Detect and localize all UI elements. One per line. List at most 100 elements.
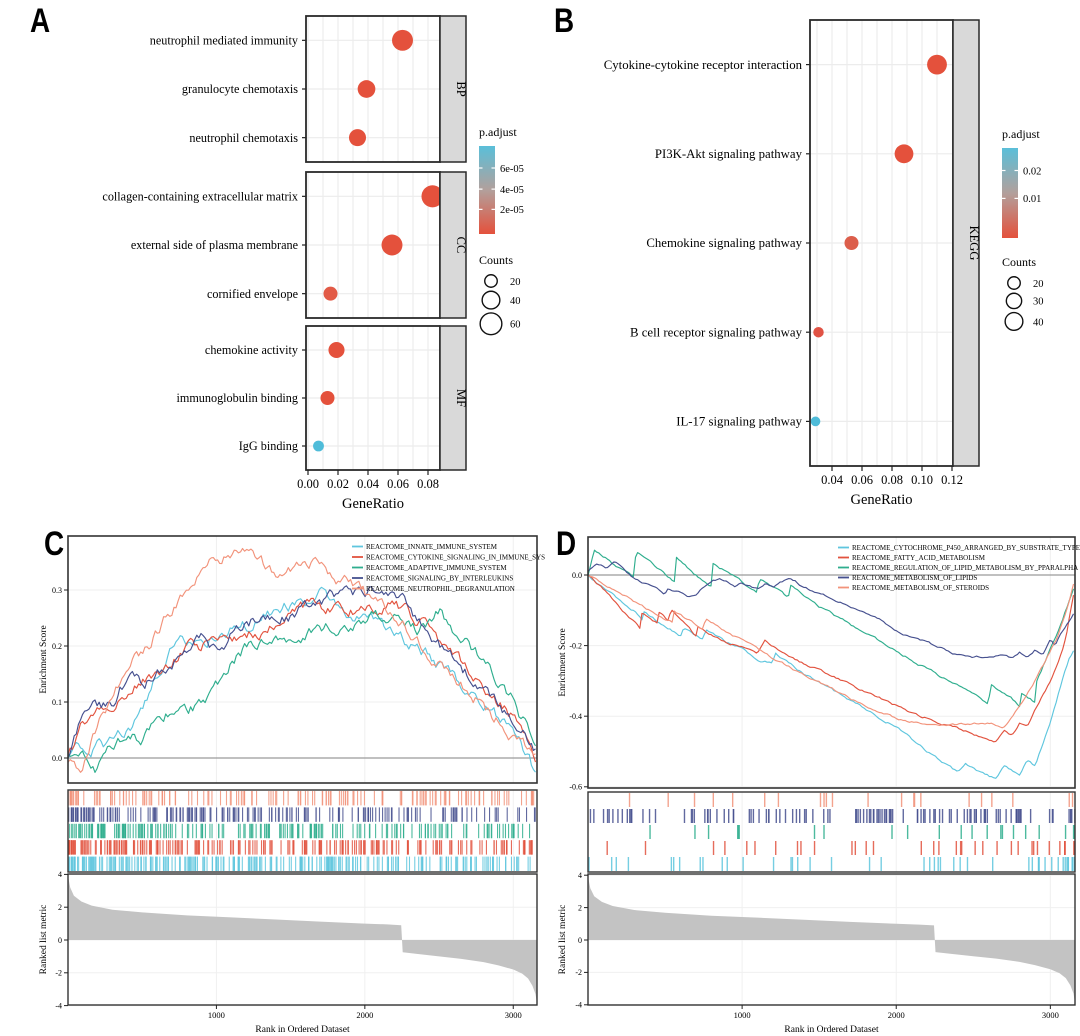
legend-series-label: REACTOME_REGULATION_OF_LIPID_METABOLISM_… <box>852 564 1078 572</box>
rank-tick-label: 4 <box>58 870 62 879</box>
term-label: B cell receptor signaling pathway <box>630 325 803 339</box>
rank-tick-label: 0 <box>58 936 62 945</box>
rank-tick-label: 2 <box>58 903 62 912</box>
rank-axis-title: Ranked list metric <box>558 905 568 975</box>
facet-strip <box>439 325 467 471</box>
term-label: collagen-containing extracellular matrix <box>102 190 298 204</box>
padjust-gradient-bar <box>479 146 495 234</box>
x-tick-label: 2000 <box>356 1010 373 1020</box>
term-label: external side of plasma membrane <box>131 238 298 252</box>
term-label: cornified envelope <box>207 287 298 301</box>
padjust-tick-label: 6e-05 <box>500 164 524 175</box>
counts-legend-value: 40 <box>510 296 521 307</box>
padjust-gradient-bar <box>1002 148 1018 238</box>
enrichment-curve <box>588 574 1075 743</box>
facet-strip-label: KEGG <box>967 226 981 261</box>
enrichment-dot <box>810 416 821 427</box>
term-label: Cytokine-cytokine receptor interaction <box>604 58 803 72</box>
rank-tick-label: -2 <box>55 969 62 978</box>
facet-strip-label: MF <box>454 389 468 407</box>
rank-tick-label: 2 <box>578 903 582 912</box>
es-panel-bg <box>588 537 1075 788</box>
ranked-metric-area <box>588 876 1075 1003</box>
x-axis-title: Rank in Ordered Dataset <box>784 1025 879 1035</box>
counts-legend-title: Counts <box>479 253 513 267</box>
rank-tick-label: -2 <box>575 968 582 977</box>
es-tick-label: 0.0 <box>572 571 582 580</box>
enrichment-dot <box>927 54 947 75</box>
enrichment-dot <box>392 29 413 51</box>
padjust-legend-title: p.adjust <box>479 125 517 139</box>
es-axis-title: Enrichment Score <box>558 628 568 696</box>
counts-legend-circle <box>1007 276 1021 290</box>
legend-series-label: REACTOME_SIGNALING_BY_INTERLEUKINS <box>366 575 513 583</box>
padjust-tick-label: 0.02 <box>1023 166 1041 177</box>
enrichment-dot <box>894 144 914 164</box>
term-label: neutrophil chemotaxis <box>189 131 298 145</box>
enrichment-dot <box>313 440 324 452</box>
counts-legend-value: 60 <box>510 320 521 331</box>
es-panel-border <box>67 535 538 784</box>
rank-axis-title: Ranked list metric <box>39 905 49 975</box>
enrichment-curve <box>68 608 537 773</box>
legend-series-label: REACTOME_NEUTROPHIL_DEGRANULATION <box>366 585 515 593</box>
es-tick-label: 0.1 <box>52 698 62 707</box>
panel-b: B Cytokine-cytokine receptor interaction… <box>540 0 1080 530</box>
enrichment-dot <box>381 234 403 256</box>
kegg-dotplot: Cytokine-cytokine receptor interaction PI… <box>604 19 1044 508</box>
enrichment-curve <box>68 547 536 773</box>
es-tick-label: 0.0 <box>52 754 62 763</box>
x-tick-label: 0.04 <box>821 473 844 487</box>
hits-panel-border <box>587 791 1076 873</box>
rank-tick-label: 0 <box>578 936 582 945</box>
legend-series-label: REACTOME_CYTOCHROME_P450_ARRANGED_BY_SUB… <box>852 544 1080 552</box>
enrichment-dot <box>844 236 859 250</box>
counts-legend-value: 20 <box>510 277 521 288</box>
rank-tick-label: -4 <box>55 1001 62 1010</box>
term-label: PI3K-Akt signaling pathway <box>655 147 803 161</box>
term-label: IL-17 signaling pathway <box>676 415 802 429</box>
enrichment-curve <box>68 586 536 773</box>
counts-legend-value: 30 <box>1033 297 1044 308</box>
x-axis-title: GeneRatio <box>850 492 912 508</box>
padjust-tick-label: 0.01 <box>1023 194 1041 205</box>
x-tick-label: 0.06 <box>387 477 409 491</box>
gsea-plot-down: 0.0 -0.2 -0.4 -0.6 Enrichment Score REACTOME_… <box>558 536 1080 1035</box>
enrichment-dot <box>320 391 335 405</box>
x-tick-label: 0.00 <box>297 477 319 491</box>
counts-legend-circle <box>1005 292 1023 310</box>
x-tick-label: 0.08 <box>417 477 439 491</box>
x-tick-label: 0.10 <box>911 473 933 487</box>
x-tick-label: 0.12 <box>941 473 963 487</box>
enrichment-dot <box>323 286 338 301</box>
facet-strip-label: CC <box>454 237 468 254</box>
x-axis-title: Rank in Ordered Dataset <box>255 1025 350 1035</box>
facet-strip <box>439 15 467 163</box>
enrichment-dot <box>813 326 824 338</box>
go-dotplot: neutrophil mediated immunity granulocyte … <box>102 15 524 512</box>
es-tick-label: -0.6 <box>569 783 582 792</box>
x-tick-label: 1000 <box>208 1010 225 1020</box>
x-tick-label: 0.06 <box>851 473 873 487</box>
facet-strip <box>952 19 980 467</box>
legend-series-label: REACTOME_ADAPTIVE_IMMUNE_SYSTEM <box>366 564 507 572</box>
x-tick-label: 2000 <box>888 1010 905 1020</box>
counts-legend-circle <box>479 312 503 336</box>
es-tick-label: 0.2 <box>52 642 62 651</box>
panel-c-letter: C <box>44 525 65 563</box>
padjust-tick-label: 4e-05 <box>500 185 524 196</box>
gsea-plot-up: 0.0 0.1 0.2 0.3 Enrichment Score REACTOME_INN… <box>39 535 545 1035</box>
counts-legend-circle <box>1004 311 1024 332</box>
enrichment-curve <box>588 549 1075 708</box>
panel-c: C 0.0 0.1 0.2 0.3 Enrichment Score REACTOME_I… <box>0 525 545 1036</box>
legend-series-label: REACTOME_FATTY_ACID_METABOLISM <box>852 554 986 562</box>
panel-a: A neutrophil mediated immunity granulocyt… <box>0 0 540 530</box>
es-panel-bg <box>68 536 537 783</box>
rank-tick-label: -4 <box>575 1001 582 1010</box>
counts-legend-title: Counts <box>1002 255 1036 269</box>
x-tick-label: 0.04 <box>357 477 380 491</box>
enrichment-dot <box>421 185 444 208</box>
legend-series-label: REACTOME_CYTOKINE_SIGNALING_IN_IMMUNE_SY… <box>366 554 545 562</box>
rank-tick-label: 4 <box>578 871 582 880</box>
x-tick-label: 0.02 <box>327 477 349 491</box>
